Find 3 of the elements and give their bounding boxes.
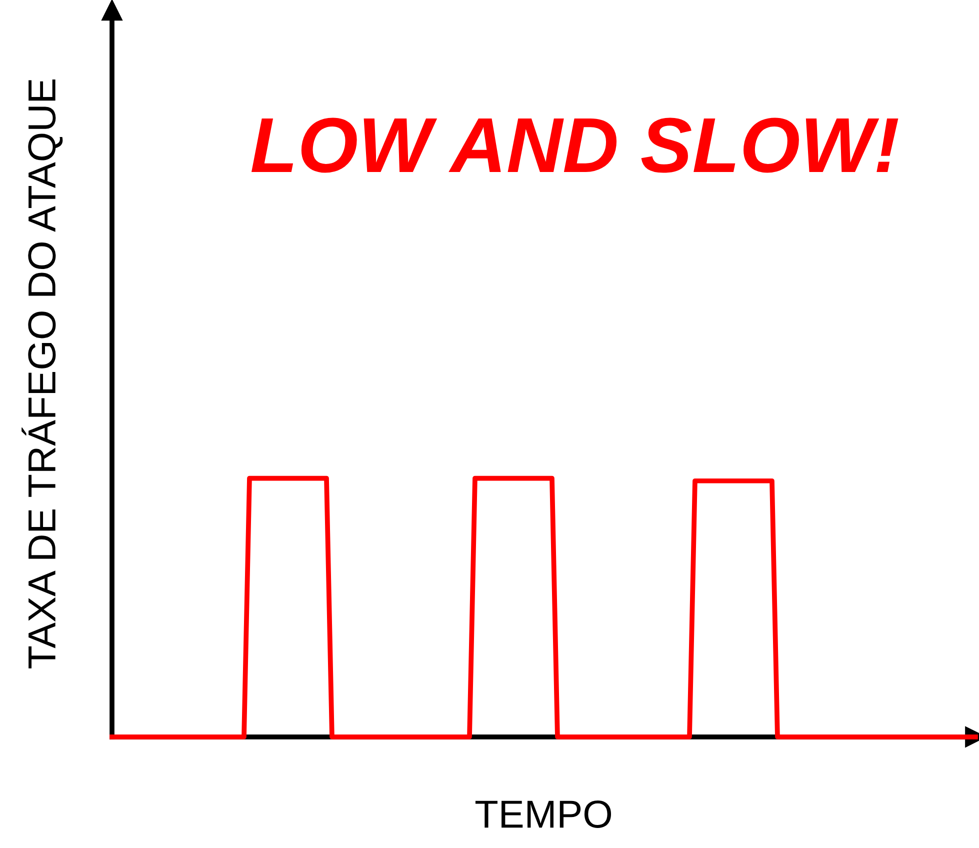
- y-axis-title: TAXA DE TRÁFEGO DO ATAQUE: [22, 79, 63, 668]
- text: LOW AND SLOW!: [251, 118, 898, 173]
- x-axis-title: TEMPO: [475, 800, 612, 828]
